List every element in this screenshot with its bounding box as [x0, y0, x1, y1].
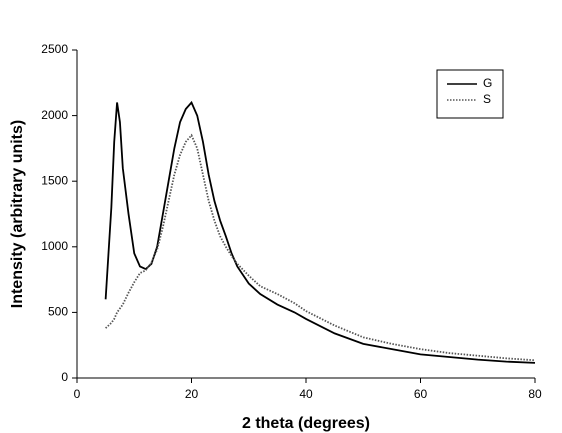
legend-box [436, 69, 504, 119]
legend-label: S [483, 92, 491, 106]
y-axis-label: Intensity (arbitrary units) [9, 120, 26, 308]
x-tick-label: 0 [74, 387, 81, 401]
legend-label: G [483, 76, 492, 90]
y-tick-label: 500 [48, 305, 68, 319]
y-tick-label: 0 [61, 370, 68, 384]
x-tick-label: 40 [299, 387, 313, 401]
line-series [104, 100, 536, 364]
x-axis-label: 2 theta (degrees) [242, 415, 370, 432]
y-tick-label: 2500 [41, 42, 68, 56]
y-tick-label: 2000 [41, 108, 68, 122]
y-tick-label: 1500 [41, 173, 68, 187]
x-tick-label: 60 [414, 387, 428, 401]
x-tick-label: 20 [185, 387, 199, 401]
x-tick-label: 80 [528, 387, 542, 401]
y-tick-label: 1000 [41, 239, 68, 253]
